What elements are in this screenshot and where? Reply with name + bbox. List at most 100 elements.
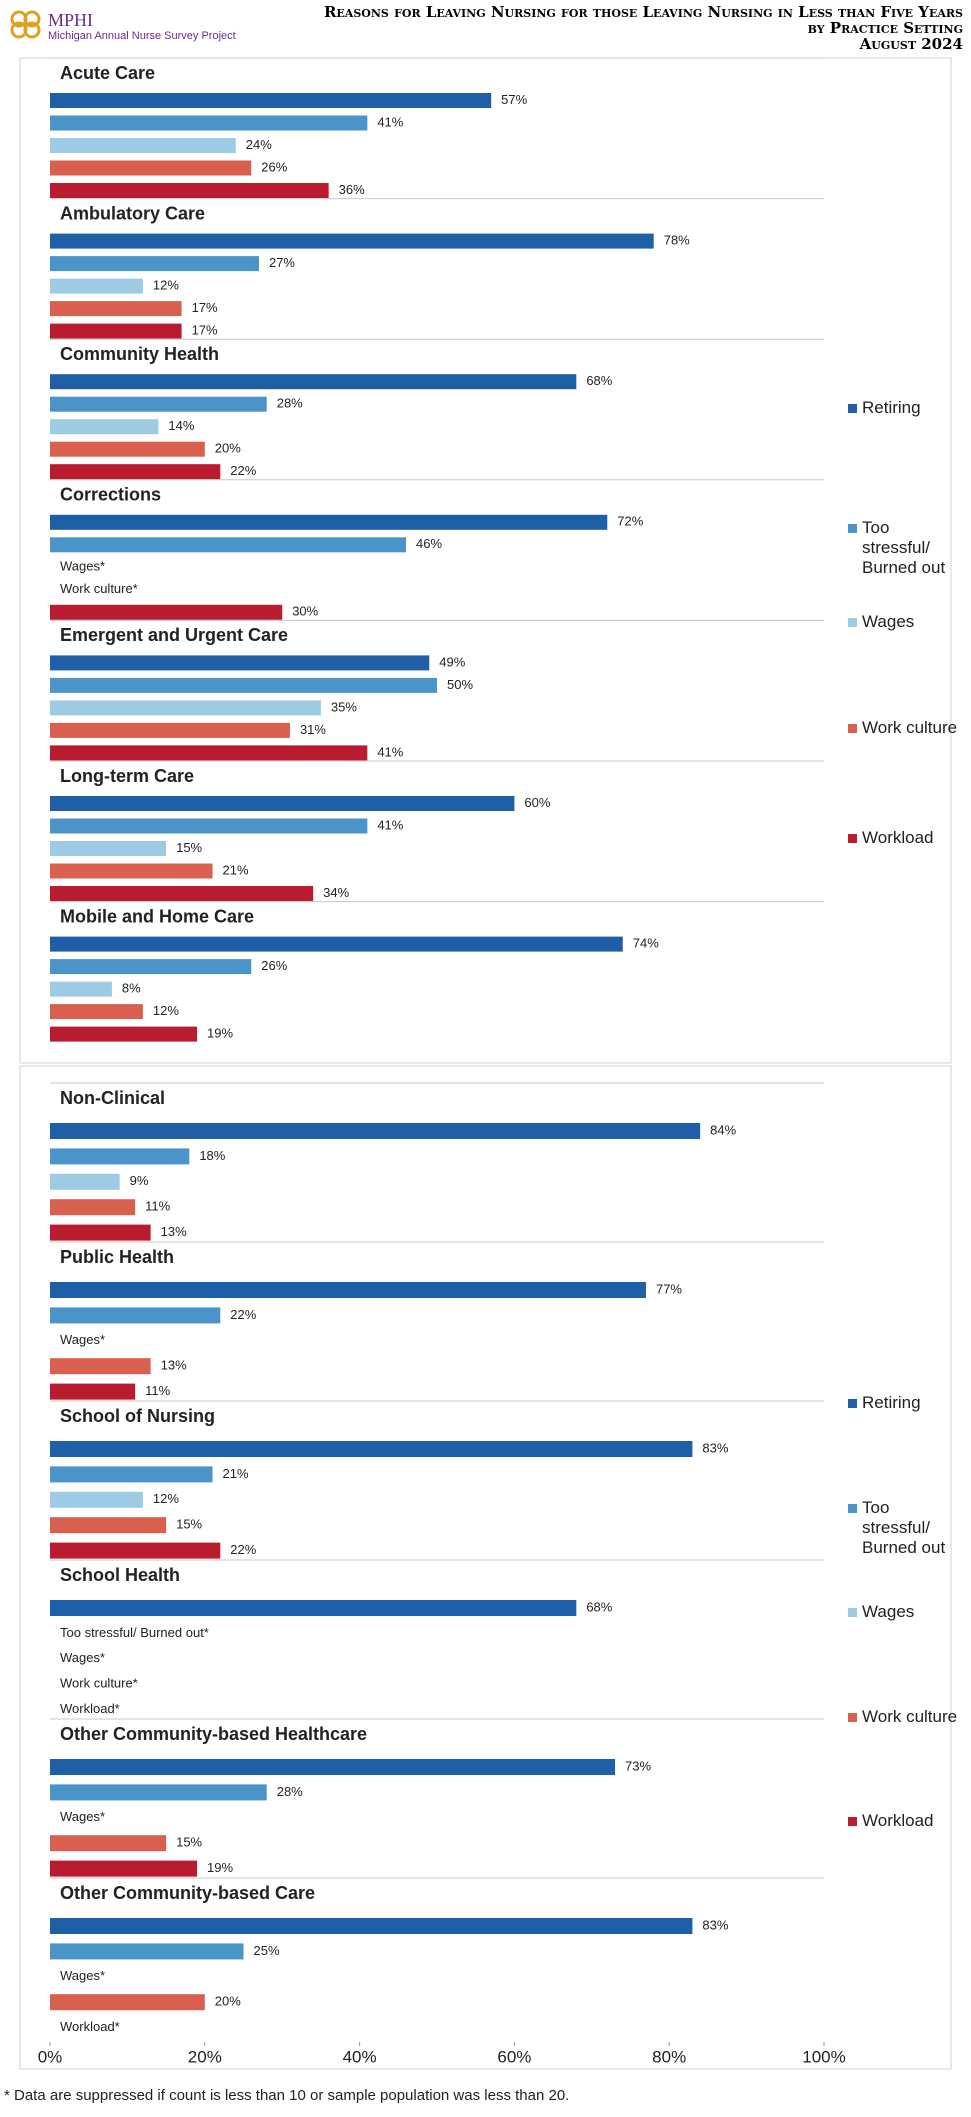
bar [50,1441,693,1457]
logo: MPHI Michigan Annual Nurse Survey Projec… [8,8,236,45]
bar [50,818,368,834]
legend-item: Too stressful/ Burned out [848,518,962,578]
value-label: 13% [161,1224,187,1239]
x-tick-label: 0% [38,2047,63,2066]
bar [50,1173,120,1190]
bar [50,655,430,671]
subtitle: by Practice Setting [807,19,963,37]
value-label: 34% [323,885,349,900]
bar [50,1835,167,1852]
bar [50,1282,646,1298]
group-label: Emergent and Urgent Care [60,625,288,645]
value-label: 84% [710,1122,736,1137]
legend-item: Work culture [848,718,962,738]
legend-swatch [848,724,857,733]
suppressed-label: Work culture* [60,581,138,596]
legend-swatch [848,1608,857,1617]
value-label: 22% [230,1542,256,1557]
legend-label: Workload [862,1811,934,1830]
x-tick-label: 40% [343,2047,377,2066]
bar [50,1860,198,1877]
bar [50,959,252,975]
value-label: 20% [215,441,241,456]
date: August 2024 [859,35,963,53]
value-label: 28% [277,1784,303,1799]
legend-label: Workload [862,828,934,847]
value-label: 26% [261,159,287,174]
legend-swatch [848,404,857,413]
group-label: Mobile and Home Care [60,906,254,926]
bar [50,138,236,153]
value-label: 35% [331,699,357,714]
bar [50,160,252,176]
value-label: 27% [269,255,295,270]
value-label: 11% [145,1199,170,1214]
value-label: 25% [254,1943,280,1958]
bar [50,419,159,435]
bar [50,745,368,761]
bar [50,1199,136,1216]
value-label: 28% [277,396,303,411]
legend-swatch [848,1399,857,1408]
title: Reasons for Leaving Nursing for those Le… [323,3,963,21]
group-label: Ambulatory Care [60,203,205,223]
legend-label: Too stressful/ Burned out [862,1498,946,1557]
legend-swatch [848,1817,857,1826]
legend-label: Wages [862,1602,915,1621]
suppressed-label: Work culture* [60,1676,138,1691]
value-label: 77% [656,1281,682,1296]
bar [50,233,654,249]
bar [50,93,492,108]
value-label: 14% [168,418,194,433]
legend-item: Wages [848,1602,962,1622]
value-label: 12% [153,278,179,293]
legend-item: Workload [848,1811,962,1831]
value-label: 8% [122,981,141,996]
suppressed-label: Workload* [60,1701,120,1716]
legend-label: Work culture [862,1707,958,1726]
bar [50,1004,143,1020]
x-tick-label: 20% [188,2047,222,2066]
value-label: 21% [223,862,249,877]
bar [50,604,283,620]
value-label: 60% [524,795,550,810]
bar [50,323,182,339]
legend-label: Too stressful/ Burned out [862,518,946,577]
bar [50,1600,577,1616]
value-label: 46% [416,536,442,551]
value-label: 41% [377,114,403,129]
bar [50,1148,190,1165]
panel-border [19,1065,952,2070]
legend-swatch [848,1713,857,1722]
suppressed-label: Workload* [60,2019,120,2034]
bar [50,374,577,390]
suppressed-label: Wages* [60,1809,105,1824]
value-label: 13% [161,1358,187,1373]
bar [50,863,213,879]
suppressed-label: Wages* [60,1968,105,1983]
bar [50,1517,167,1534]
bar [50,396,267,412]
bar [50,936,623,952]
bar [50,1224,151,1241]
value-label: 11% [145,1383,170,1398]
bar [50,115,368,131]
value-label: 12% [153,1491,179,1506]
suppressed-label: Wages* [60,559,105,574]
bar [50,1466,213,1483]
bar [50,981,112,997]
legend-label: Work culture [862,718,958,737]
legend-item: Retiring [848,398,962,418]
bar [50,841,167,856]
bar [50,278,143,294]
legend-item: Work culture [848,1707,962,1727]
bar [50,1918,693,1934]
value-label: 22% [230,1307,256,1322]
value-label: 22% [230,463,256,478]
legend-label: Retiring [862,1393,921,1412]
value-label: 50% [447,677,473,692]
bar [50,441,205,457]
logo-icon [10,10,41,39]
